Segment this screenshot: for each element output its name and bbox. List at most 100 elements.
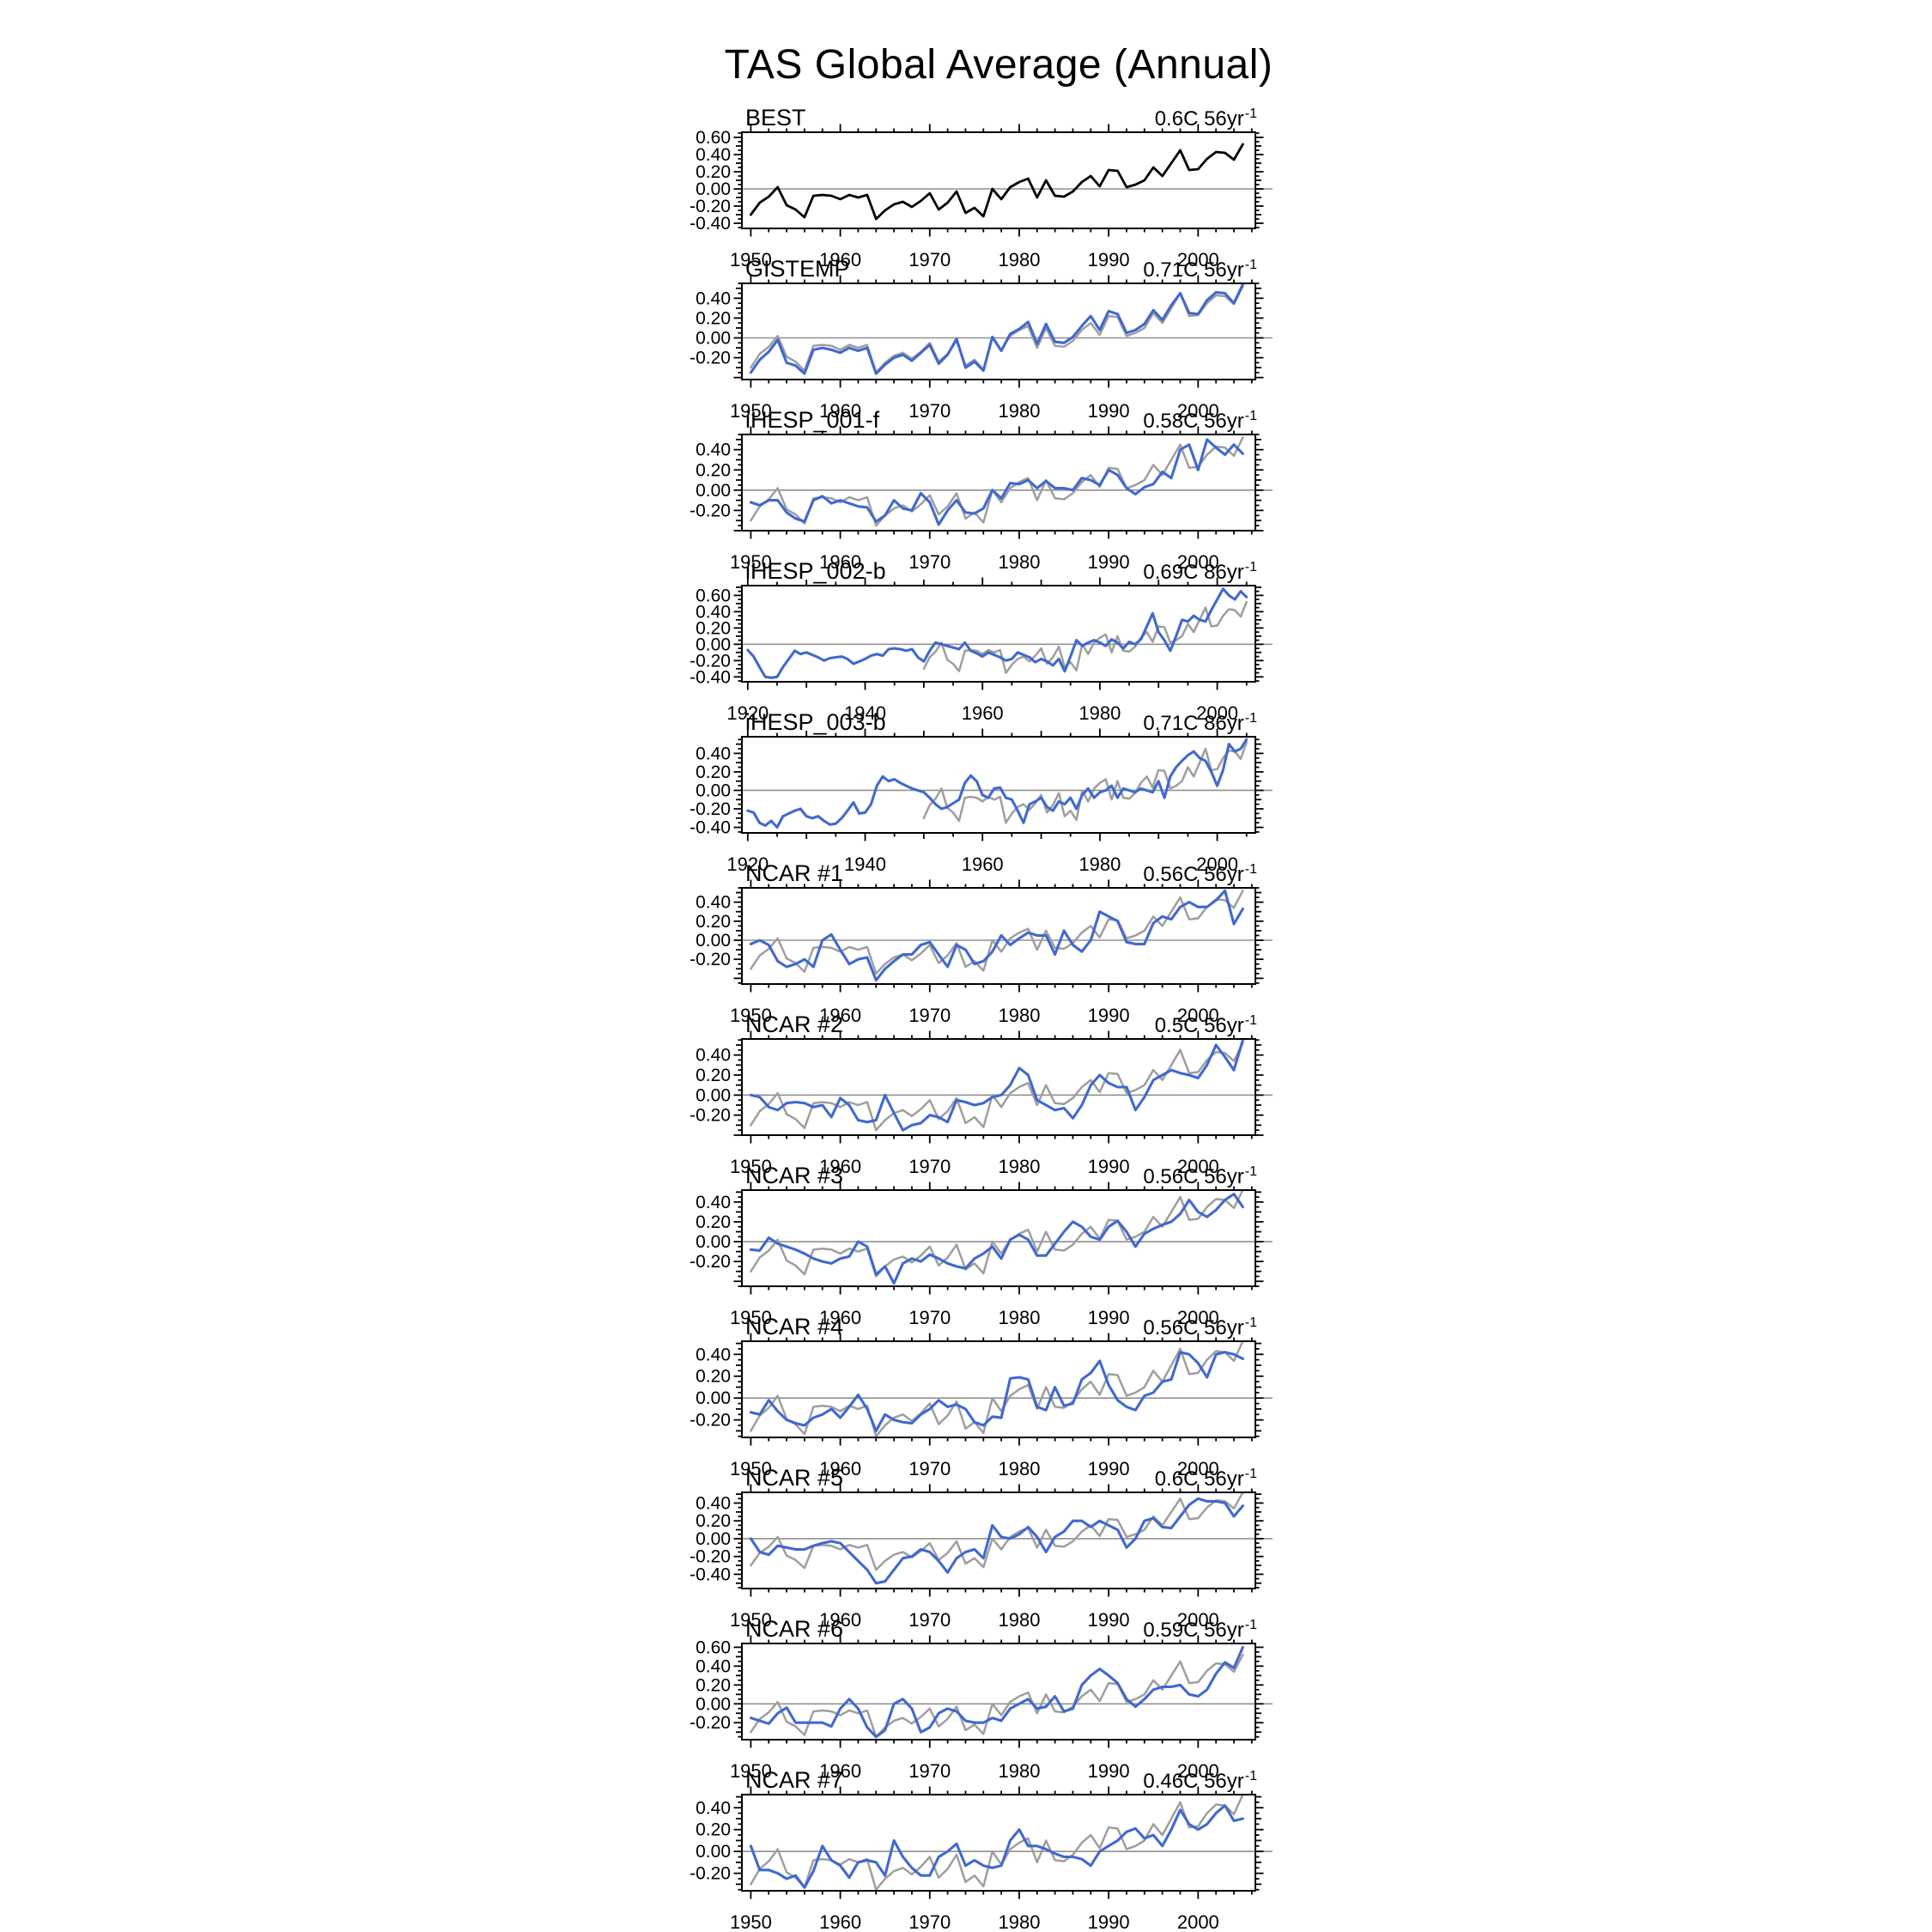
panel-header: NCAR #1 0.56C 56yr-1 bbox=[745, 860, 1257, 887]
y-tick-label: -0.20 bbox=[690, 1547, 731, 1567]
x-tick-label: 1990 bbox=[1088, 551, 1130, 573]
x-tick-label: 2000 bbox=[1177, 1911, 1219, 1932]
plot-box bbox=[741, 736, 1256, 834]
panel-header: iHESP_001-f 0.58C 56yr-1 bbox=[745, 407, 1257, 434]
panel-plot: 0.600.400.200.00-0.20 1950 1960 1970 1980 199… bbox=[690, 1635, 1273, 1782]
x-tick-label: 1980 bbox=[998, 1911, 1040, 1932]
x-tick-label: 1980 bbox=[998, 1156, 1040, 1177]
obs-line bbox=[750, 436, 1244, 527]
model-line bbox=[749, 889, 1244, 982]
x-tick-label: 1960 bbox=[819, 1307, 861, 1328]
x-tick-label: 1960 bbox=[819, 1005, 861, 1026]
trend-annotation: 0.58C 56yr-1 bbox=[1143, 409, 1257, 434]
series-lines bbox=[749, 1189, 1244, 1285]
y-tick-label: -0.20 bbox=[690, 197, 731, 216]
x-tick-label: 1990 bbox=[1088, 1005, 1130, 1026]
x-tick-label: 1980 bbox=[998, 1458, 1040, 1479]
panel-ncar-4: NCAR #4 0.56C 56yr-1 0.40 0.20 0.00 -0.20 1950… bbox=[0, 1312, 1932, 1479]
y-tick-label: -0.20 bbox=[690, 349, 731, 368]
axis-ticks bbox=[733, 879, 1264, 993]
y-tick-label: 0.20 bbox=[696, 1367, 731, 1387]
x-tick-label: 1980 bbox=[1078, 702, 1121, 724]
axis-ticks bbox=[733, 1333, 1264, 1446]
y-tick-label: 0.00 bbox=[696, 781, 731, 800]
plot-box bbox=[741, 131, 1256, 229]
trend-exponent: -1 bbox=[1244, 1164, 1257, 1179]
x-tick-label: 2000 bbox=[1177, 1005, 1219, 1026]
panel-ncar-2: NCAR #2 0.5C 56yr-1 0.40 0.20 0.00 -0.20 1950 1… bbox=[0, 1010, 1932, 1177]
panel-gistemp: GISTEMP 0.71C 56yr-1 0.40 0.20 0.00 -0.20 1950… bbox=[0, 254, 1932, 422]
plot-box bbox=[741, 1038, 1256, 1136]
x-tick-label: 2000 bbox=[1177, 400, 1219, 422]
x-tick-label: 1990 bbox=[1088, 249, 1130, 270]
obs-line bbox=[750, 285, 1244, 374]
x-tick-label: 1970 bbox=[908, 551, 951, 573]
panel-header: GISTEMP 0.71C 56yr-1 bbox=[745, 256, 1257, 283]
y-tick-label: -0.20 bbox=[690, 1106, 731, 1126]
y-tick-label: 0.40 bbox=[696, 440, 731, 460]
trend-annotation: 0.6C 56yr-1 bbox=[1155, 106, 1257, 131]
y-tick-label: 0.60 bbox=[696, 1637, 731, 1657]
y-tick-label: -0.20 bbox=[690, 950, 731, 969]
series-lines bbox=[749, 1645, 1244, 1739]
y-tick-label: 0.20 bbox=[696, 308, 731, 328]
x-tick-label: 1970 bbox=[908, 400, 951, 422]
x-tick-label: 1960 bbox=[819, 249, 861, 270]
trend-exponent: -1 bbox=[1244, 409, 1257, 423]
panel-title: NCAR #2 bbox=[745, 1012, 844, 1037]
x-tick-label: 1950 bbox=[730, 1760, 772, 1782]
y-tick-label: 0.00 bbox=[696, 1085, 731, 1105]
panel-header: iHESP_002-b 0.69C 86yr-1 bbox=[745, 558, 1257, 585]
plot-box bbox=[741, 434, 1256, 532]
x-tick-label: 1980 bbox=[998, 400, 1040, 422]
model-line bbox=[749, 1351, 1244, 1432]
y-tick-label: -0.20 bbox=[690, 1713, 731, 1733]
x-tick-label: 1980 bbox=[998, 249, 1040, 270]
x-tick-label: 2000 bbox=[1177, 1156, 1219, 1177]
axis-ticks bbox=[733, 1484, 1264, 1597]
x-tick-label: 1950 bbox=[730, 1156, 772, 1177]
x-tick-label: 1970 bbox=[908, 1005, 951, 1026]
x-tick-label: 1950 bbox=[730, 551, 772, 573]
x-tick-label: 1990 bbox=[1088, 1760, 1130, 1782]
series-lines bbox=[749, 436, 1244, 527]
model-line bbox=[749, 1038, 1244, 1132]
y-tick-label: 0.40 bbox=[696, 1193, 731, 1212]
axis-ticks bbox=[733, 1030, 1264, 1144]
series-lines bbox=[749, 1492, 1244, 1585]
y-tick-label: 0.40 bbox=[696, 145, 731, 165]
y-tick-label: 0.40 bbox=[696, 744, 731, 763]
y-tick-label: 0.40 bbox=[696, 1493, 731, 1513]
panel-title: NCAR #1 bbox=[745, 860, 844, 886]
obs-line bbox=[750, 1794, 1244, 1891]
trend-annotation: 0.56C 56yr-1 bbox=[1143, 1315, 1257, 1340]
y-tick-label: -0.20 bbox=[690, 1252, 731, 1272]
x-tick-label: 1960 bbox=[819, 1911, 861, 1932]
y-tick-label: 0.00 bbox=[696, 1842, 731, 1862]
x-tick-label: 1970 bbox=[908, 1458, 951, 1479]
x-tick-label: 1940 bbox=[844, 702, 886, 724]
trend-annotation: 0.6C 56yr-1 bbox=[1155, 1467, 1257, 1492]
series-lines bbox=[749, 283, 1244, 375]
x-tick-label: 2000 bbox=[1177, 249, 1219, 270]
y-tick-label: 0.60 bbox=[696, 586, 731, 605]
trend-annotation: 0.71C 86yr-1 bbox=[1143, 711, 1257, 736]
y-tick-label: -0.20 bbox=[690, 501, 731, 520]
x-tick-label: 1950 bbox=[730, 1609, 772, 1631]
x-tick-label: 1990 bbox=[1088, 1609, 1130, 1631]
panel-plot: 0.600.400.200.00-0.20-0.40 1950 1960 1970 19… bbox=[690, 124, 1273, 270]
panel-plot: 0.400.200.00-0.20-0.40 1950 1960 1970 1980 19… bbox=[690, 1484, 1273, 1631]
y-tick-label: 0.00 bbox=[696, 329, 731, 349]
y-tick-label: 0.20 bbox=[696, 762, 731, 782]
plot-box bbox=[741, 283, 1256, 380]
panel-plot: 0.400.200.00-0.20 1950 1960 1970 1980 1990 200… bbox=[690, 1182, 1273, 1328]
x-tick-label: 1960 bbox=[819, 400, 861, 422]
panel-title: NCAR #3 bbox=[745, 1163, 844, 1188]
model-line bbox=[749, 1645, 1244, 1739]
y-tick-label: 0.00 bbox=[696, 179, 731, 199]
x-tick-label: 1970 bbox=[908, 1609, 951, 1631]
x-tick-label: 1960 bbox=[962, 854, 1004, 875]
x-tick-label: 2000 bbox=[1196, 702, 1238, 724]
x-tick-label: 1950 bbox=[730, 1307, 772, 1328]
y-tick-label: -0.40 bbox=[690, 1564, 731, 1584]
